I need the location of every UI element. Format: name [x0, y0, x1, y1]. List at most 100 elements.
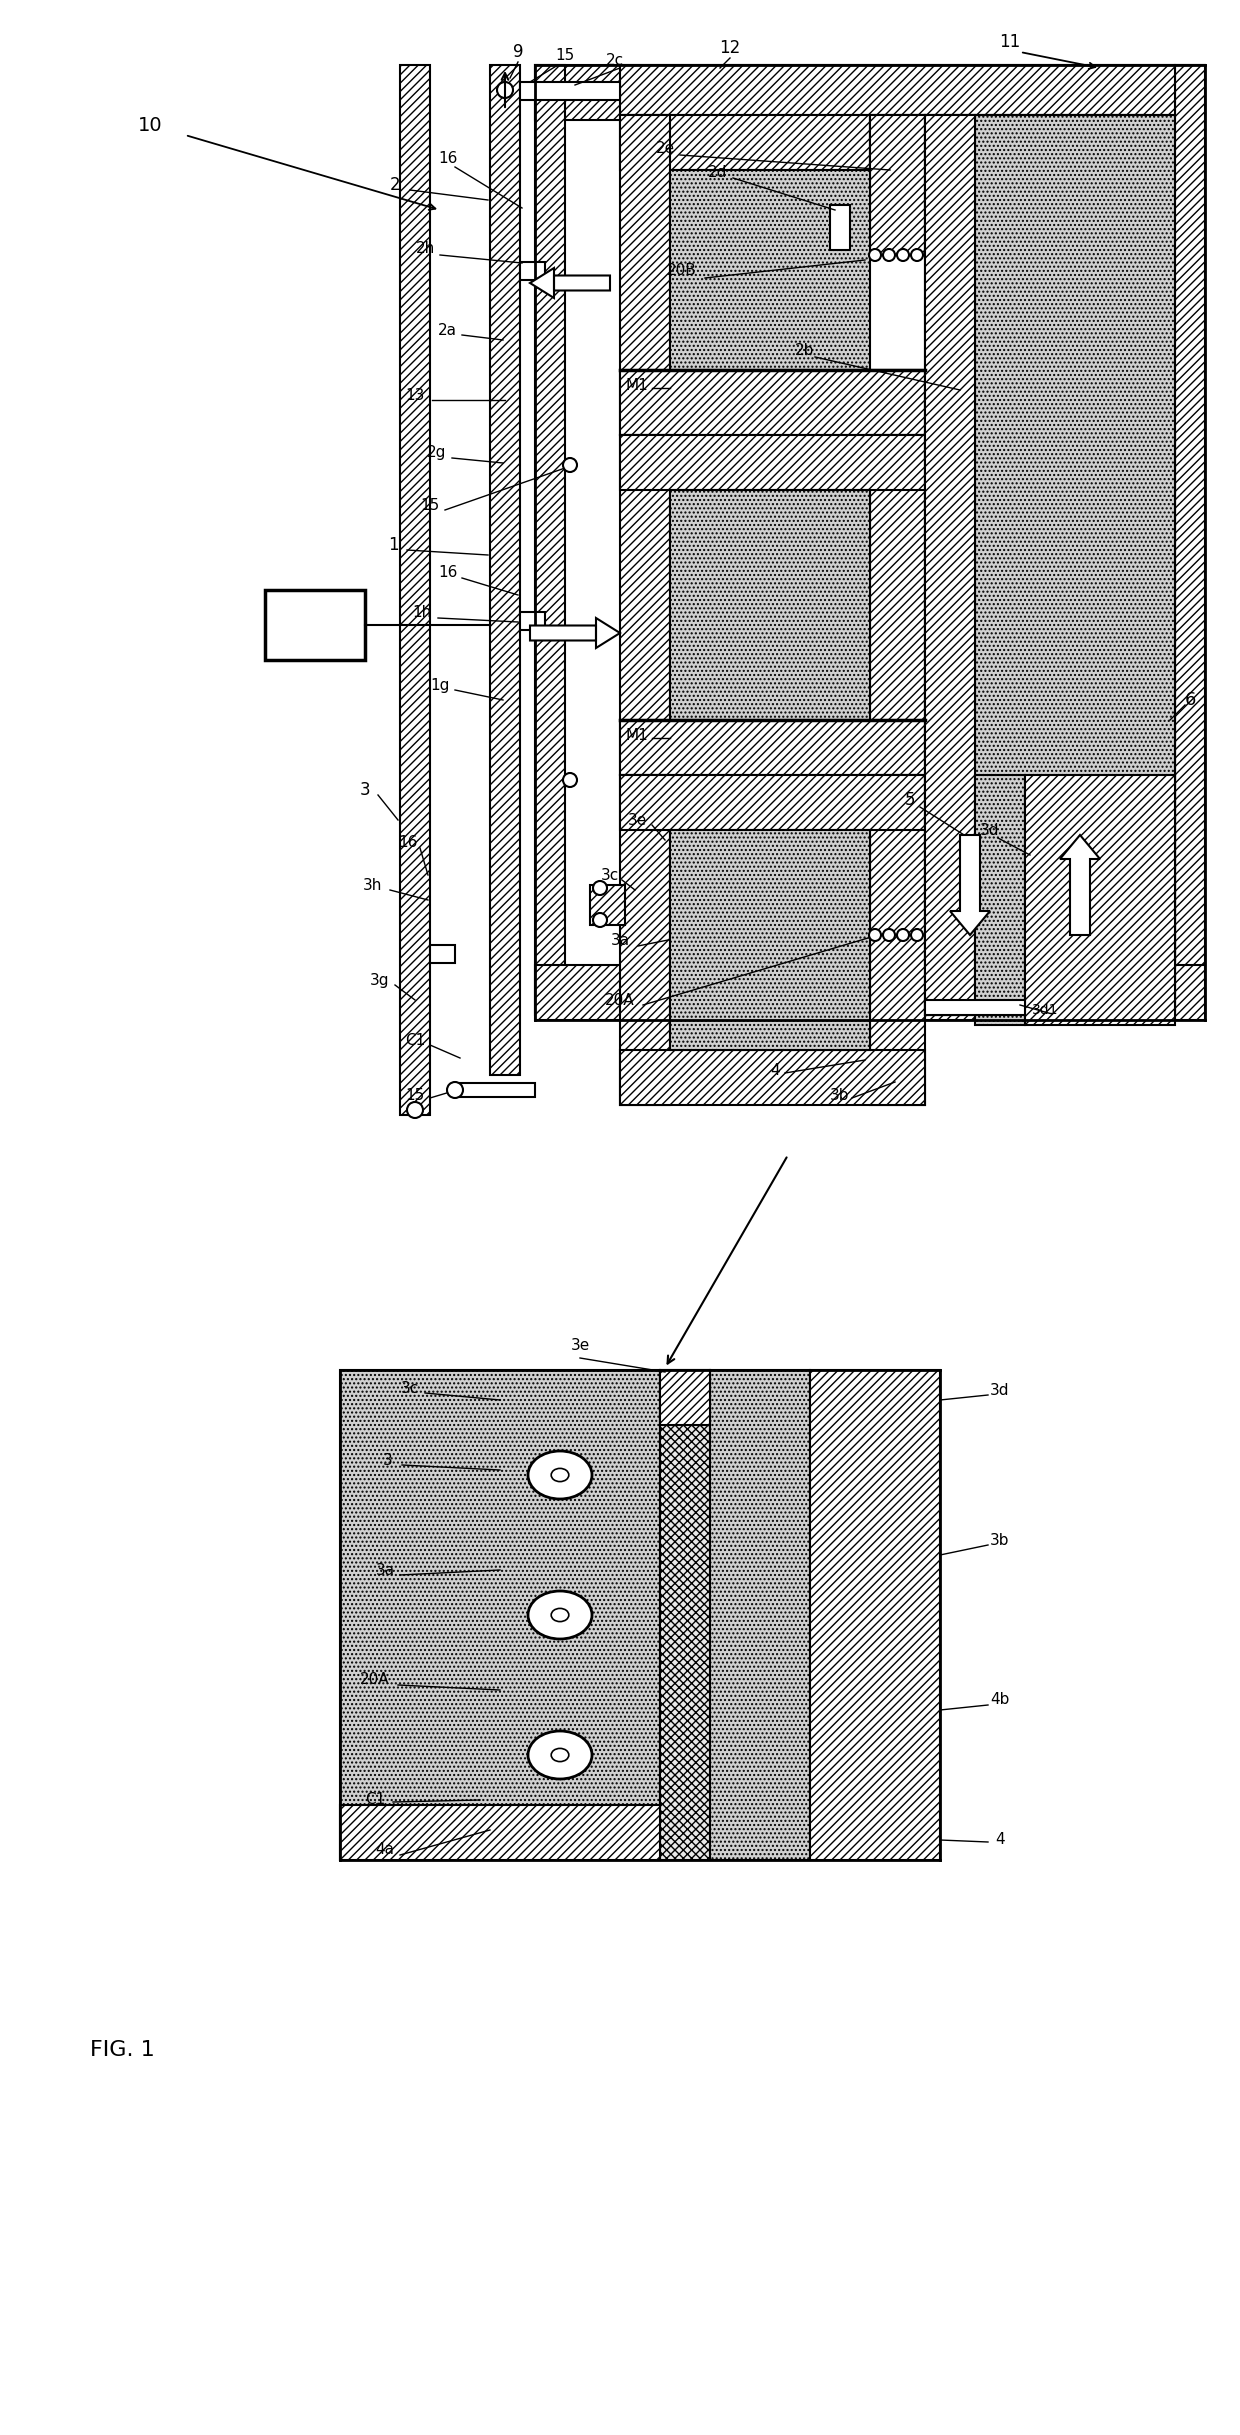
- Text: 3d1: 3d1: [1032, 1003, 1058, 1018]
- Text: 4b: 4b: [991, 1692, 1009, 1707]
- Circle shape: [497, 83, 513, 97]
- Bar: [620, 370, 925, 436]
- Ellipse shape: [552, 1468, 569, 1480]
- Text: 1h: 1h: [413, 604, 432, 618]
- Bar: [620, 114, 870, 170]
- Text: 16: 16: [438, 151, 458, 166]
- Bar: [340, 1371, 660, 1860]
- Text: 4: 4: [996, 1834, 1004, 1848]
- Text: 16: 16: [398, 835, 418, 850]
- Circle shape: [446, 1081, 463, 1098]
- Text: 1: 1: [388, 536, 398, 555]
- Bar: [870, 114, 925, 256]
- Text: 4a: 4a: [376, 1843, 394, 1858]
- Bar: [975, 114, 1176, 1015]
- Bar: [670, 489, 870, 721]
- Bar: [870, 774, 925, 1105]
- Ellipse shape: [552, 1748, 569, 1761]
- Text: 15: 15: [556, 49, 574, 63]
- Text: C1: C1: [365, 1792, 386, 1807]
- Circle shape: [407, 1103, 423, 1118]
- Bar: [520, 263, 546, 280]
- Ellipse shape: [528, 1590, 591, 1639]
- Ellipse shape: [528, 1451, 591, 1500]
- Text: 3c: 3c: [401, 1381, 419, 1395]
- Polygon shape: [950, 835, 990, 935]
- Bar: [620, 436, 670, 774]
- Ellipse shape: [552, 1610, 569, 1622]
- Text: 3e: 3e: [570, 1337, 590, 1351]
- Circle shape: [563, 772, 577, 787]
- Polygon shape: [1060, 835, 1100, 935]
- Bar: [925, 1001, 1025, 1015]
- Bar: [534, 66, 1205, 119]
- Bar: [830, 205, 849, 251]
- Bar: [660, 1371, 711, 1860]
- Circle shape: [911, 930, 923, 940]
- Bar: [340, 1804, 660, 1860]
- Bar: [1176, 66, 1205, 1015]
- Bar: [670, 170, 870, 370]
- Text: 3d: 3d: [981, 823, 999, 838]
- Bar: [534, 964, 1205, 1020]
- Bar: [520, 611, 546, 631]
- Bar: [925, 114, 975, 1015]
- Circle shape: [869, 248, 880, 261]
- Circle shape: [883, 930, 895, 940]
- Text: 2a: 2a: [438, 321, 456, 338]
- Circle shape: [911, 248, 923, 261]
- Text: 9: 9: [513, 44, 523, 61]
- Text: 20A: 20A: [360, 1673, 389, 1687]
- Circle shape: [897, 248, 909, 261]
- Text: 2: 2: [389, 175, 401, 195]
- Text: 5: 5: [905, 791, 915, 808]
- Text: 13: 13: [405, 387, 424, 402]
- Text: 20B: 20B: [667, 263, 697, 278]
- Text: 12: 12: [719, 39, 740, 56]
- Text: 2b: 2b: [795, 343, 815, 358]
- Circle shape: [563, 458, 577, 472]
- Bar: [590, 884, 625, 925]
- Text: FIG. 1: FIG. 1: [91, 2041, 155, 2060]
- Text: 15: 15: [405, 1088, 424, 1103]
- Text: M1: M1: [626, 728, 649, 743]
- Bar: [810, 1371, 940, 1860]
- Text: 3g: 3g: [371, 972, 389, 989]
- Text: 2e: 2e: [656, 141, 675, 156]
- Text: 2g: 2g: [428, 446, 446, 460]
- Bar: [1025, 774, 1176, 1025]
- Bar: [620, 436, 925, 489]
- Bar: [870, 114, 925, 170]
- Polygon shape: [529, 268, 610, 297]
- Bar: [620, 1049, 925, 1105]
- Circle shape: [593, 913, 608, 928]
- Text: 3c: 3c: [601, 867, 619, 881]
- Bar: [490, 66, 520, 1074]
- Bar: [620, 774, 670, 1105]
- Circle shape: [869, 930, 880, 940]
- Text: 4: 4: [770, 1062, 780, 1079]
- Text: 3a: 3a: [610, 933, 630, 947]
- Bar: [925, 436, 1176, 1015]
- Bar: [265, 589, 365, 660]
- Text: 3b: 3b: [991, 1532, 1009, 1549]
- Text: 2h: 2h: [415, 241, 435, 256]
- Bar: [520, 83, 620, 100]
- Text: 6: 6: [1184, 692, 1195, 709]
- Circle shape: [897, 930, 909, 940]
- Bar: [534, 66, 565, 1015]
- Bar: [870, 436, 925, 774]
- Text: 3h: 3h: [362, 877, 382, 894]
- Bar: [620, 774, 925, 830]
- Bar: [925, 314, 1145, 436]
- Bar: [660, 1371, 711, 1424]
- Bar: [620, 66, 1176, 114]
- Bar: [925, 114, 1145, 314]
- Text: 3e: 3e: [627, 813, 646, 828]
- Bar: [670, 830, 870, 1049]
- Text: 3: 3: [383, 1454, 393, 1468]
- Text: 10: 10: [138, 114, 162, 134]
- Text: 3d: 3d: [991, 1383, 1009, 1398]
- Text: 11: 11: [999, 34, 1021, 51]
- Text: C1: C1: [405, 1032, 425, 1047]
